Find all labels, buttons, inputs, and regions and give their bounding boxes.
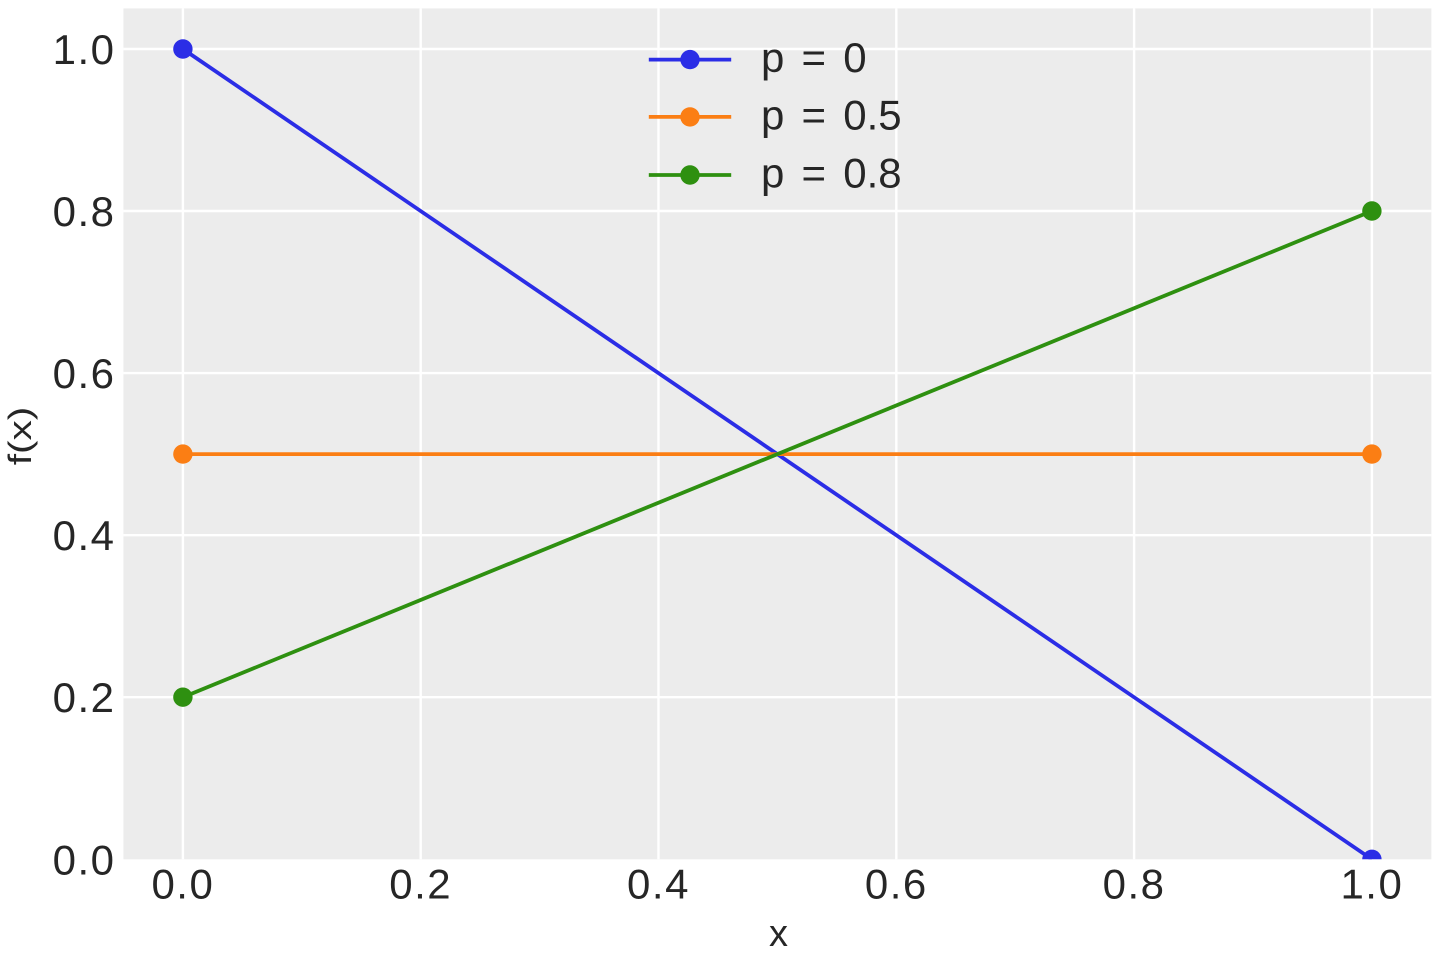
svg-text:0.4: 0.4 [53,512,116,559]
svg-text:0.0: 0.0 [53,836,116,883]
svg-text:0.6: 0.6 [865,861,928,908]
svg-text:f(x): f(x) [2,407,38,466]
svg-text:1.0: 1.0 [53,26,116,73]
svg-text:0.8: 0.8 [1103,861,1166,908]
svg-text:p = 0.5: p = 0.5 [761,92,902,139]
svg-text:0.2: 0.2 [389,861,452,908]
svg-text:0.8: 0.8 [53,188,116,235]
svg-text:0.4: 0.4 [627,861,690,908]
svg-text:p = 0: p = 0 [761,34,867,81]
svg-text:1.0: 1.0 [1340,861,1403,908]
svg-text:p = 0.8: p = 0.8 [761,149,902,196]
svg-text:x: x [769,913,788,955]
svg-text:0.0: 0.0 [151,861,214,908]
svg-text:0.6: 0.6 [53,350,116,397]
svg-text:0.2: 0.2 [53,674,116,721]
